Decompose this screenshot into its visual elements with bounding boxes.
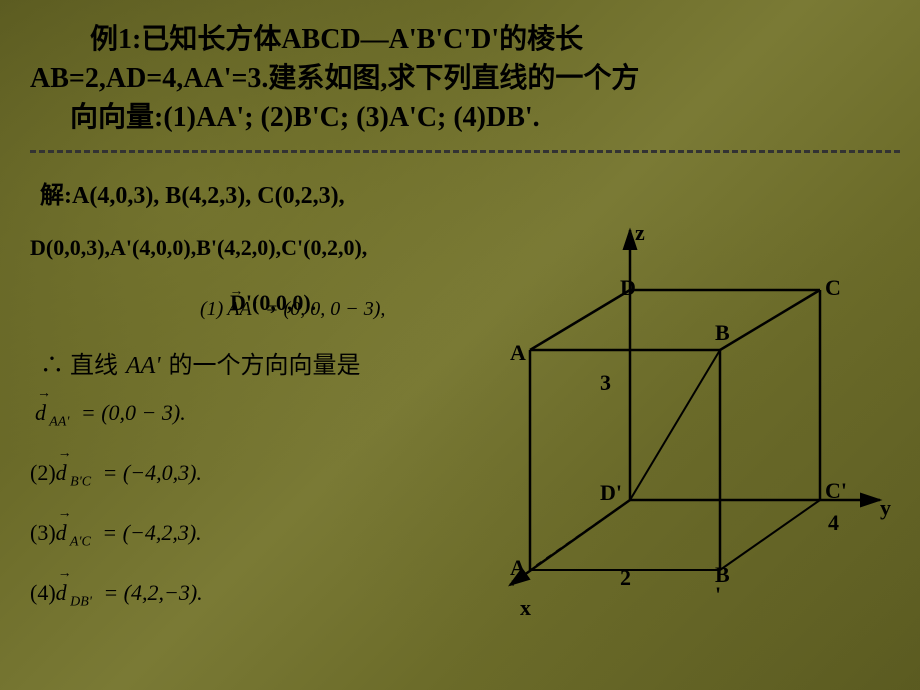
conclusion-mid: AA' — [126, 353, 160, 379]
separator-line — [30, 150, 900, 153]
vertex-bp: B' — [715, 565, 730, 605]
vector-d-ac: (3)d A'C = (−4,2,3). — [30, 520, 202, 550]
dim-2: 2 — [620, 565, 631, 591]
conclusion-line: ∴ 直线 AA' 的一个方向向量是 — [40, 345, 360, 380]
vector-d-bc: (2)d B'C = (−4,0,3). — [30, 460, 202, 490]
vertex-c: C — [825, 275, 841, 301]
step-1-eq: (1)AA'(1) AA' = (0, 0, 0 − 3), = (0, 0, … — [200, 298, 385, 321]
conclusion-suffix: 的一个方向向量是 — [168, 353, 360, 379]
dim-3: 3 — [600, 370, 611, 396]
conclusion-prefix: ∴ 直线 — [40, 353, 118, 379]
problem-line-2: AB=2,AD=4,AA'=3.建系如图,求下列直线的一个方 — [30, 59, 900, 98]
vertex-cp: C' — [825, 478, 847, 504]
vector-d-db: (4)d DB' = (4,2,−3). — [30, 580, 203, 610]
vector-d-aa: d AA' = (0,0 − 3). — [35, 400, 186, 430]
axis-x-label: x — [520, 595, 531, 621]
vertex-b: B — [715, 320, 730, 346]
vertex-dp: D' — [600, 480, 622, 506]
vertex-d: D — [620, 275, 636, 301]
axis-z-label: z — [635, 220, 645, 246]
problem-statement: 例1:已知长方体ABCD—A'B'C'D'的棱长 AB=2,AD=4,AA'=3… — [30, 20, 900, 138]
problem-line-3: 向向量:(1)AA'; (2)B'C; (3)A'C; (4)DB'. — [30, 98, 900, 137]
vertex-a: A — [510, 340, 526, 366]
solution-line-1: 解:A(4,0,3), B(4,2,3), C(0,2,3), — [40, 175, 345, 210]
vertex-ap: A' — [510, 558, 526, 598]
solution-line-2: D(0,0,3),A'(4,0,0),B'(4,2,0),C'(0,2,0), — [30, 235, 367, 261]
cuboid-diagram: z y x D C B A D' C' B' A' 2 4 3 — [500, 220, 900, 640]
dim-4: 4 — [828, 510, 839, 536]
problem-line-1: 例1:已知长方体ABCD—A'B'C'D'的棱长 — [30, 20, 900, 59]
axis-y-label: y — [880, 495, 891, 521]
